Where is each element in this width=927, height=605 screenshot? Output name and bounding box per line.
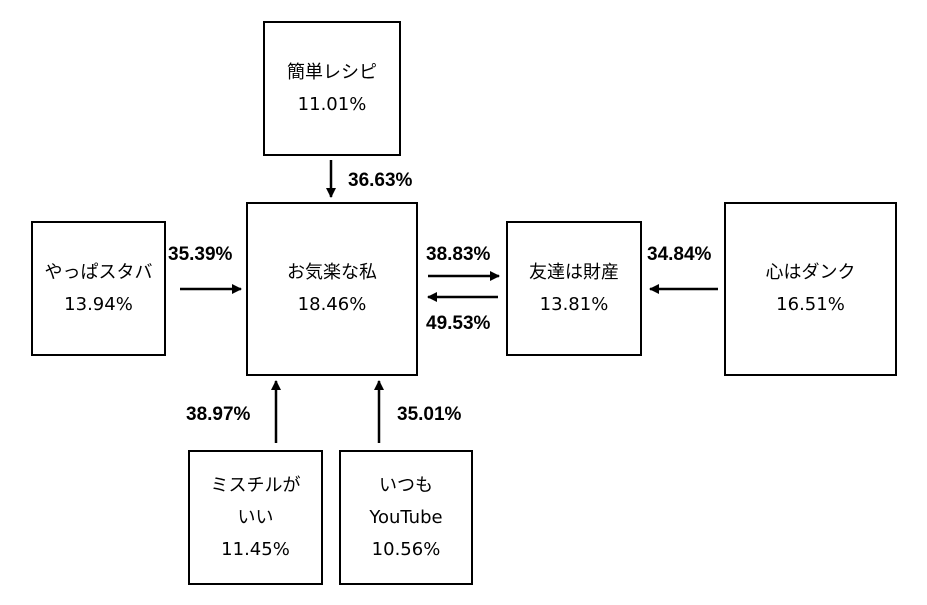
node-label: お気楽な私: [287, 262, 377, 283]
node-label-line1: いつも: [379, 474, 433, 496]
node-okiraku-watashi: お気楽な私 18.46%: [246, 202, 418, 376]
edge-label-kokoro-to-tomodachi: 34.84%: [647, 244, 712, 265]
edge-label-okiraku-to-tomodachi: 38.83%: [426, 244, 491, 265]
node-value: 13.94%: [64, 293, 133, 315]
node-value: 11.45%: [221, 538, 290, 560]
node-label: 簡単レシピ: [287, 61, 377, 83]
node-kantan-recipe: 簡単レシピ 11.01%: [263, 21, 401, 156]
edge-label-kantan-to-okiraku: 36.63%: [348, 170, 413, 191]
node-label-line1: ミスチルが: [210, 474, 301, 496]
node-label: やっぱスタバ: [44, 261, 153, 283]
node-value: 16.51%: [776, 294, 845, 315]
node-label: 友達は財産: [529, 261, 619, 283]
node-label-line2: YouTube: [369, 506, 443, 528]
edge-label-youtube-to-okiraku: 35.01%: [397, 404, 462, 425]
node-mischil: ミスチルが いい 11.45%: [188, 450, 323, 585]
node-value: 13.81%: [539, 293, 609, 315]
edge-label-yappa-to-okiraku: 35.39%: [168, 244, 233, 265]
node-yappa-starba: やっぱスタバ 13.94%: [31, 221, 166, 356]
node-value: 18.46%: [297, 294, 367, 315]
node-tomodachi-zaisan: 友達は財産 13.81%: [506, 221, 642, 356]
node-value: 11.01%: [297, 93, 367, 115]
node-value: 10.56%: [371, 538, 441, 560]
edge-label-tomodachi-to-okiraku: 49.53%: [426, 313, 491, 334]
node-label: 心はダンク: [765, 262, 856, 283]
node-label-line2: いい: [237, 506, 274, 528]
node-kokoro-dunk: 心はダンク 16.51%: [724, 202, 897, 376]
node-itsumo-youtube: いつも YouTube 10.56%: [339, 450, 473, 585]
edge-label-mischil-to-okiraku: 38.97%: [186, 404, 251, 425]
